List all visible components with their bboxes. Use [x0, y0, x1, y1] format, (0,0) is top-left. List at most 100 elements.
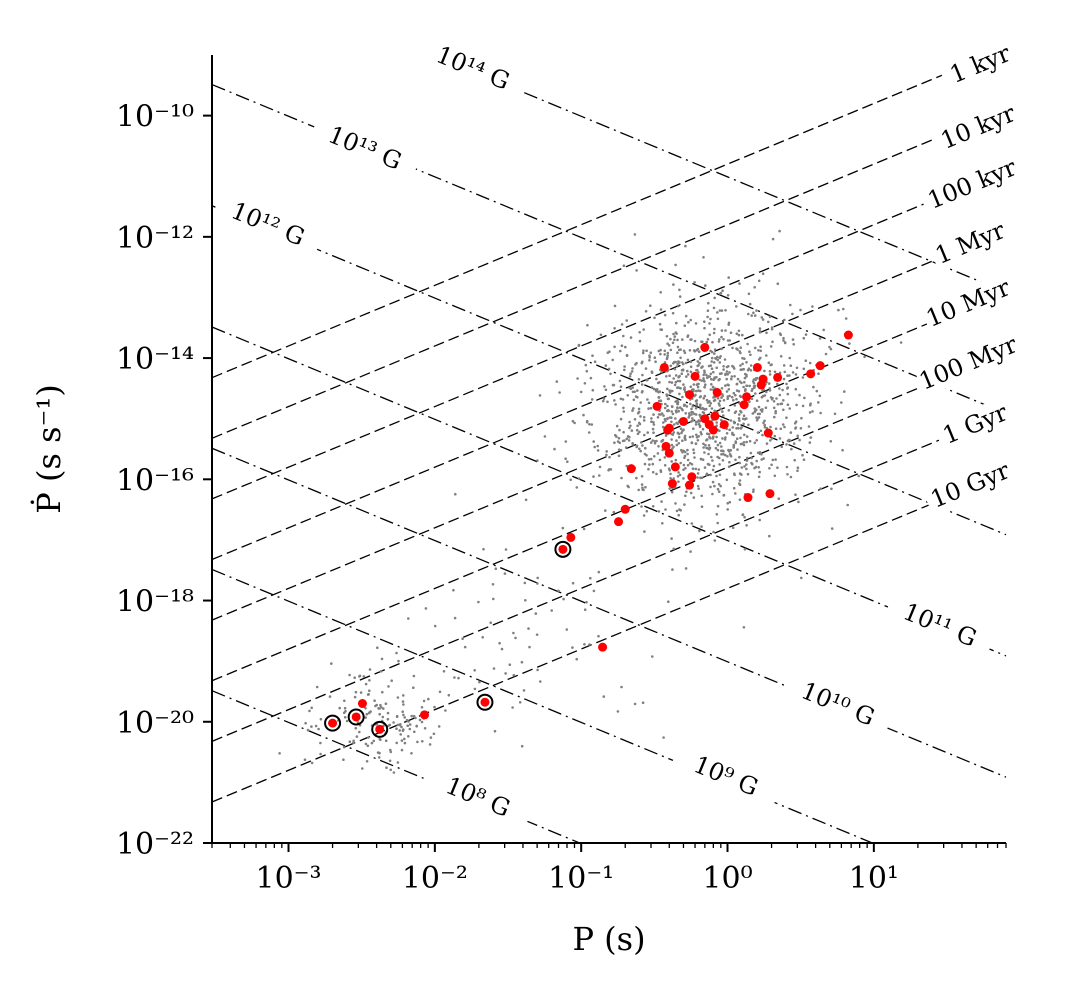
- background-point: [395, 727, 398, 730]
- background-point: [636, 411, 640, 415]
- background-point: [733, 375, 736, 378]
- background-point: [401, 710, 405, 713]
- background-point: [564, 440, 568, 443]
- background-point: [768, 373, 772, 376]
- background-point: [713, 327, 716, 331]
- background-point: [792, 343, 795, 346]
- background-point: [629, 424, 632, 428]
- background-point: [696, 439, 700, 442]
- background-point: [720, 453, 723, 456]
- background-point: [759, 349, 762, 353]
- background-point: [635, 428, 639, 432]
- background-point: [722, 414, 725, 417]
- svg-text:1 kyr: 1 kyr: [946, 39, 1015, 89]
- background-point: [725, 377, 728, 381]
- background-point: [697, 487, 700, 491]
- background-point: [683, 434, 687, 438]
- background-point: [755, 309, 758, 312]
- background-point: [735, 389, 739, 392]
- background-point: [689, 370, 693, 374]
- x-tick-label: 10⁻²: [402, 861, 468, 896]
- background-point: [808, 411, 812, 414]
- background-point: [763, 419, 766, 423]
- background-point: [622, 264, 626, 268]
- background-point: [677, 471, 680, 474]
- background-point: [751, 412, 755, 415]
- background-point: [753, 286, 756, 289]
- background-point: [710, 356, 714, 360]
- circled-point: [375, 724, 385, 734]
- background-point: [689, 360, 693, 364]
- svg-text:1 Myr: 1 Myr: [931, 216, 1009, 270]
- background-point: [676, 431, 680, 435]
- background-point: [684, 494, 687, 498]
- background-point: [757, 466, 760, 469]
- background-point: [673, 367, 677, 371]
- background-point: [666, 417, 669, 421]
- background-point: [396, 761, 400, 764]
- background-point: [706, 309, 710, 313]
- background-point: [709, 388, 713, 391]
- background-point: [364, 742, 368, 746]
- background-point: [376, 751, 380, 754]
- background-point: [671, 311, 675, 315]
- svg-text:10¹⁴ G: 10¹⁴ G: [432, 40, 513, 95]
- background-point: [592, 589, 596, 593]
- background-point: [752, 378, 756, 381]
- highlighted-point: [659, 362, 669, 372]
- highlighted-point: [719, 420, 729, 430]
- background-point: [571, 581, 575, 585]
- svg-text:10¹² G: 10¹² G: [227, 196, 308, 251]
- background-point: [757, 279, 761, 283]
- background-point: [785, 382, 788, 386]
- background-point: [789, 303, 792, 307]
- background-point: [738, 498, 742, 502]
- background-point: [482, 547, 485, 551]
- background-point: [686, 358, 690, 362]
- background-point: [571, 419, 575, 423]
- background-point: [602, 397, 606, 400]
- background-point: [718, 338, 721, 341]
- background-point: [722, 368, 725, 371]
- highlighted-point: [614, 517, 624, 527]
- background-point: [382, 707, 385, 710]
- background-point: [710, 455, 713, 459]
- background-point: [636, 389, 639, 392]
- background-point: [819, 411, 822, 415]
- background-point: [677, 375, 680, 379]
- background-point: [710, 407, 714, 410]
- age-line: [212, 108, 1007, 439]
- y-tick-label: 10⁻¹⁴: [116, 342, 194, 377]
- background-point: [622, 334, 625, 338]
- background-point: [666, 404, 669, 408]
- background-point: [703, 451, 706, 454]
- background-point: [690, 522, 694, 525]
- background-point: [618, 379, 622, 383]
- background-point: [373, 699, 376, 702]
- background-point: [477, 600, 480, 604]
- background-point: [644, 485, 647, 489]
- background-point: [738, 413, 741, 416]
- background-point: [388, 723, 392, 727]
- background-point: [819, 487, 822, 491]
- background-point: [699, 407, 702, 410]
- background-point: [681, 338, 684, 341]
- background-point: [665, 393, 668, 396]
- background-point: [712, 361, 716, 364]
- background-point: [692, 427, 695, 431]
- background-point: [686, 458, 690, 462]
- background-point: [735, 397, 738, 401]
- background-point: [399, 733, 403, 736]
- background-point: [678, 379, 682, 383]
- background-point: [740, 442, 744, 446]
- background-point: [372, 739, 376, 743]
- background-point: [651, 462, 655, 466]
- background-point: [379, 670, 383, 673]
- age-line: [212, 169, 1007, 500]
- background-point: [628, 435, 631, 439]
- background-point: [749, 451, 753, 455]
- background-point: [711, 459, 714, 462]
- background-point: [629, 336, 633, 339]
- background-point: [703, 380, 706, 383]
- background-point: [319, 741, 322, 745]
